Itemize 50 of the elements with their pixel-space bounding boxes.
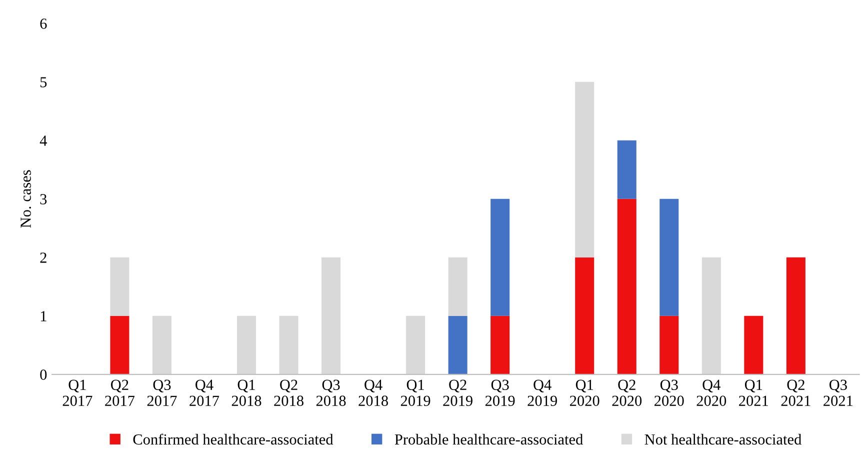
- x-tick-label: Q2 2018: [274, 380, 304, 406]
- y-tick-label: 4: [40, 136, 47, 146]
- x-tick-label: Q4 2020: [696, 380, 726, 406]
- bar: [660, 316, 679, 374]
- x-tick-label: Q2 2017: [105, 380, 135, 406]
- bar: [575, 82, 594, 258]
- x-tick-label: Q1 2017: [62, 380, 92, 406]
- y-tick-label: 3: [40, 194, 47, 204]
- x-tick-label: Q3 2018: [316, 380, 346, 406]
- x-tick-label: Q1 2019: [400, 380, 430, 406]
- bar: [617, 198, 636, 374]
- x-tick-label: Q1 2020: [570, 380, 600, 406]
- y-tick-label: 6: [40, 18, 47, 29]
- bar: [702, 257, 721, 374]
- x-tick-label: Q3 2019: [485, 380, 515, 406]
- bar: [744, 316, 764, 374]
- x-tick-label: Q4 2017: [190, 380, 220, 406]
- x-tick-label: Q2 2020: [612, 380, 642, 406]
- bar: [322, 257, 341, 374]
- legend-label: Probable healthcare-associated: [394, 434, 583, 445]
- x-tick-label: Q3 2017: [147, 380, 177, 406]
- bar: [110, 316, 130, 374]
- bar: [617, 140, 636, 199]
- bar: [490, 198, 510, 316]
- x-tick-label: Q1 2021: [739, 380, 768, 406]
- x-tick-label: Q3 2021: [824, 380, 853, 406]
- bar: [152, 316, 172, 374]
- bar: [110, 257, 130, 316]
- x-tick-label: Q1 2018: [232, 380, 262, 406]
- x-tick-label: Q4 2018: [358, 380, 388, 406]
- bar: [448, 316, 468, 374]
- bar: [786, 257, 806, 374]
- x-tick-label: Q3 2020: [654, 380, 684, 406]
- bar: [490, 316, 510, 374]
- legend-label: Confirmed healthcare-associated: [133, 434, 334, 445]
- bar: [279, 316, 298, 374]
- x-tick-label: Q2 2021: [781, 380, 810, 406]
- bar: [236, 316, 256, 374]
- y-tick-label: 0: [40, 370, 47, 380]
- y-tick-label: 5: [40, 77, 47, 88]
- bar: [575, 257, 594, 374]
- y-axis-title: No. cases: [20, 170, 31, 228]
- y-tick-label: 2: [40, 252, 46, 263]
- bar: [660, 198, 679, 316]
- y-tick-label: 1: [40, 311, 46, 322]
- bar: [448, 257, 468, 316]
- x-tick-label: Q2 2019: [443, 380, 472, 406]
- x-tick-label: Q4 2019: [528, 380, 557, 406]
- legend-label: Not healthcare-associated: [644, 434, 802, 445]
- bar: [406, 316, 426, 374]
